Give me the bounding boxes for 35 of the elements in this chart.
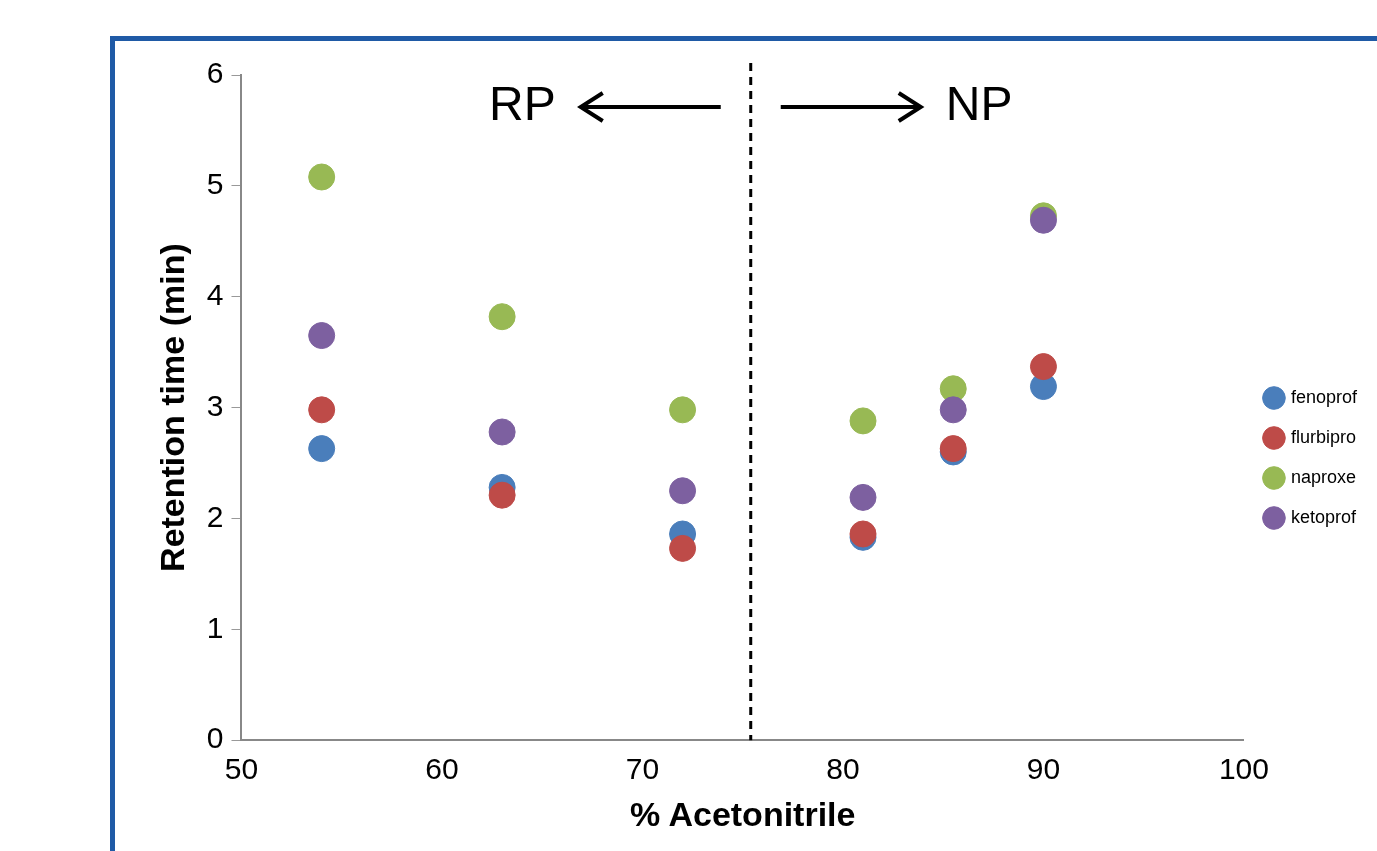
y-tick-label: 6 (206, 56, 224, 90)
point (308, 322, 336, 350)
point (488, 303, 516, 331)
x-tick-label: 80 (826, 752, 860, 786)
point (669, 396, 697, 424)
point (939, 396, 967, 424)
x-axis-title: % Acetonitrile (629, 794, 856, 833)
y-tick-label: 1 (206, 610, 224, 644)
x-tick-label: 70 (625, 752, 660, 786)
point (308, 163, 336, 191)
point (308, 396, 336, 424)
point (1029, 353, 1057, 381)
point (308, 435, 336, 463)
x-tick-label: 100 (1218, 752, 1269, 786)
y-axis-title: Retention time (min) (152, 243, 191, 572)
x-tick-label: 50 (224, 752, 259, 786)
x-tick-label: 90 (1026, 752, 1061, 786)
y-tick-label: 0 (206, 721, 224, 755)
legend-label: fenoprof (1290, 386, 1358, 407)
annotation: RP (489, 77, 556, 131)
point (849, 407, 877, 435)
legend-label: flurbipro (1290, 426, 1356, 447)
point (488, 418, 516, 446)
y-tick-label: 3 (206, 388, 224, 422)
annotation: NP (945, 77, 1013, 131)
legend-label: naproxe (1290, 466, 1357, 487)
y-tick-label: 4 (206, 278, 224, 311)
point (849, 483, 877, 511)
point (669, 534, 697, 562)
x-tick-label: 60 (425, 752, 459, 786)
point (669, 477, 697, 505)
point (488, 481, 516, 509)
legend-label: ketoprof (1290, 506, 1357, 527)
y-tick-label: 5 (206, 167, 224, 201)
y-tick-label: 2 (206, 499, 224, 533)
